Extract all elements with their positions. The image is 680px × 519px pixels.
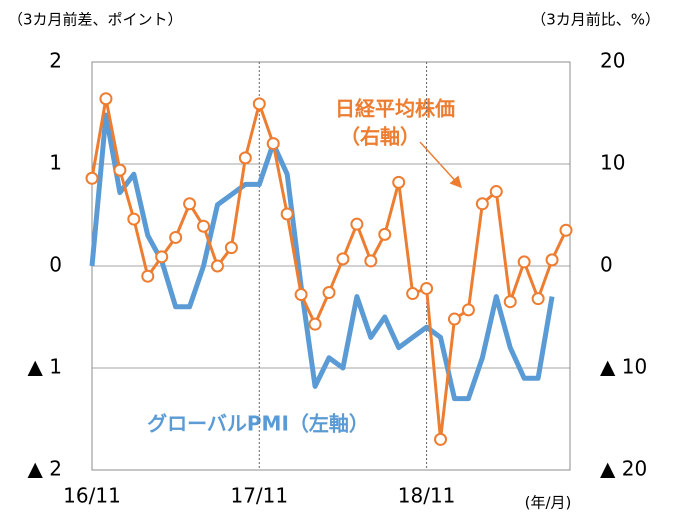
point — [447, 312, 461, 326]
y2-tick-label: 0 — [600, 253, 613, 277]
x-tick-label: 18/11 — [398, 484, 456, 508]
point — [169, 230, 183, 244]
point — [336, 252, 350, 266]
point — [475, 197, 489, 211]
point — [252, 97, 266, 111]
point — [559, 223, 573, 237]
point — [85, 171, 99, 185]
point — [420, 281, 434, 295]
point — [378, 227, 392, 241]
point — [183, 197, 197, 211]
point — [113, 163, 127, 177]
y-tick-label: 0 — [49, 253, 62, 277]
point — [350, 217, 364, 231]
point — [392, 175, 406, 189]
point — [461, 303, 475, 317]
y2-tick-label: ▲ 20 — [600, 457, 647, 481]
point — [308, 317, 322, 331]
y-tick-label: 1 — [49, 151, 62, 175]
point — [99, 92, 113, 106]
point — [294, 288, 308, 302]
point — [224, 241, 238, 255]
point — [489, 185, 503, 199]
point — [503, 295, 517, 309]
annotation: （右軸） — [340, 125, 420, 149]
x-axis-title: (年/月) — [525, 494, 572, 512]
point — [266, 137, 280, 151]
point — [322, 286, 336, 300]
point — [155, 250, 169, 264]
series-line — [89, 112, 555, 402]
y-tick-label: ▲ 2 — [28, 457, 62, 481]
point — [517, 255, 531, 269]
point — [364, 254, 378, 268]
point — [197, 219, 211, 233]
point — [280, 207, 294, 221]
annotation: グローバルPMI（左軸） — [147, 412, 369, 436]
point — [545, 253, 559, 267]
point — [127, 212, 141, 226]
y2-axis-title: （3カ月前比、%） — [531, 11, 660, 29]
x-tick-label: 16/11 — [63, 484, 121, 508]
point — [406, 287, 420, 301]
y2-tick-label: 20 — [600, 49, 625, 73]
point — [531, 292, 545, 306]
y-axis-title: （3カ月前差、ポイント） — [8, 11, 183, 29]
point — [434, 432, 448, 446]
point — [141, 269, 155, 283]
y-tick-label: 2 — [49, 49, 62, 73]
y2-tick-label: 10 — [600, 151, 625, 175]
point — [210, 259, 224, 273]
annotation: 日経平均株価 — [335, 97, 455, 121]
x-tick-label: 17/11 — [230, 484, 288, 508]
point — [238, 151, 252, 165]
y-tick-label: ▲ 1 — [28, 355, 62, 379]
y2-tick-label: ▲ 10 — [600, 355, 647, 379]
